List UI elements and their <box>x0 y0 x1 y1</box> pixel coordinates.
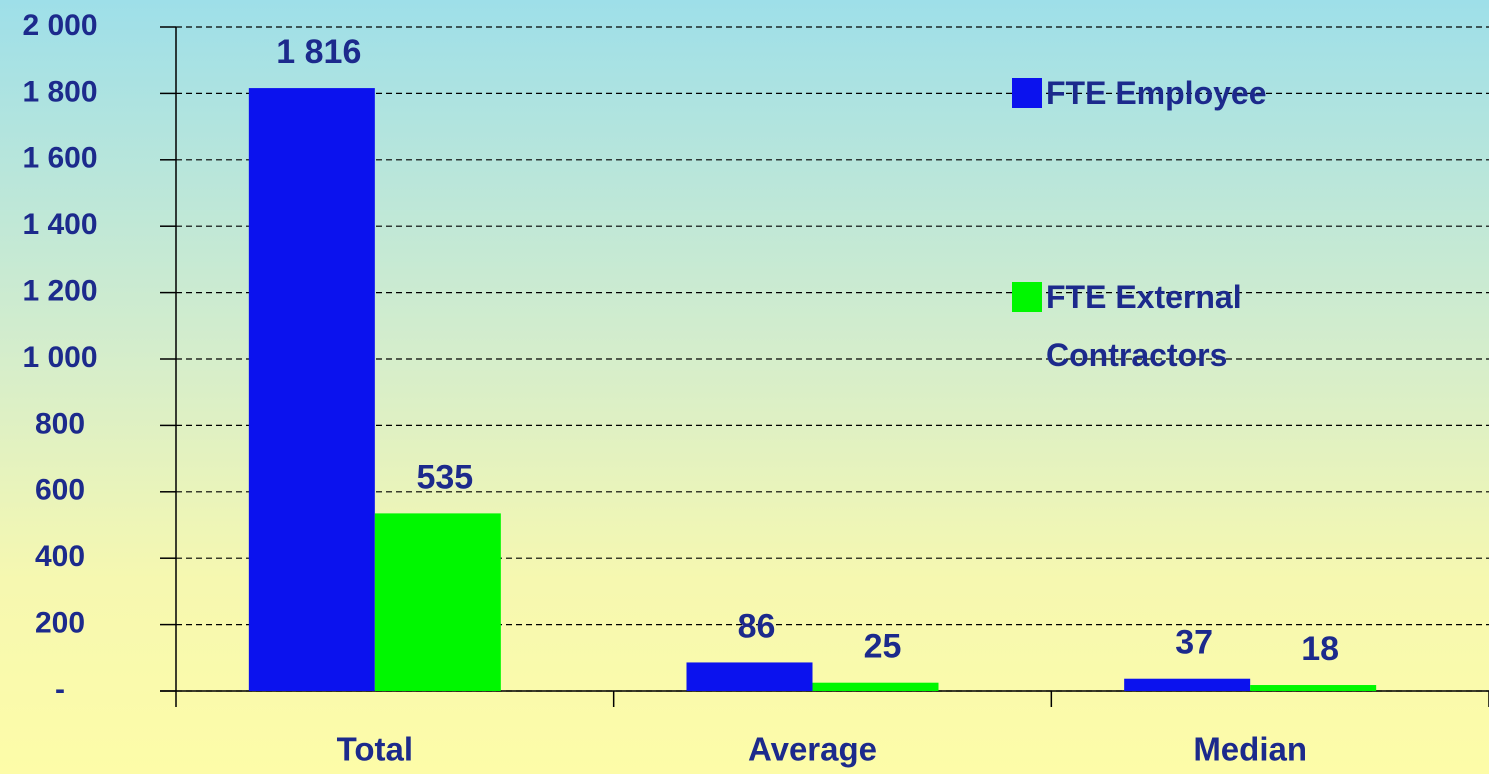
legend-label: FTE Employee <box>1046 75 1267 111</box>
legend-swatch <box>1012 78 1042 108</box>
value-label: 37 <box>1175 624 1213 662</box>
y-tick-label: - <box>55 673 65 706</box>
value-label: 86 <box>738 607 776 645</box>
value-label: 25 <box>864 628 902 666</box>
value-label: 18 <box>1301 630 1339 668</box>
y-tick-label: 1 800 <box>22 75 97 108</box>
y-tick-label: 2 000 <box>22 9 97 42</box>
x-tick-label: Median <box>1193 731 1307 768</box>
y-tick-label: 1 400 <box>22 208 97 241</box>
legend-label: FTE External Contractors <box>1046 279 1242 373</box>
legend-swatch <box>1012 282 1042 312</box>
y-tick-label: 1 600 <box>22 142 97 175</box>
y-tick-label: 400 <box>35 540 85 573</box>
value-label: 535 <box>416 458 473 496</box>
bar <box>1124 678 1251 691</box>
y-tick-label: 800 <box>35 407 85 440</box>
y-tick-label: 1 200 <box>22 275 97 308</box>
bar <box>248 88 375 691</box>
y-tick-label: 600 <box>35 474 85 507</box>
x-tick-label: Total <box>337 731 413 768</box>
bar <box>686 662 813 691</box>
value-label: 1 816 <box>276 33 361 71</box>
y-tick-label: 200 <box>35 607 85 640</box>
x-tick-label: Average <box>748 731 877 768</box>
bar <box>374 513 501 691</box>
bar <box>1250 685 1377 691</box>
bar <box>812 682 939 691</box>
y-tick-label: 1 000 <box>22 341 97 374</box>
